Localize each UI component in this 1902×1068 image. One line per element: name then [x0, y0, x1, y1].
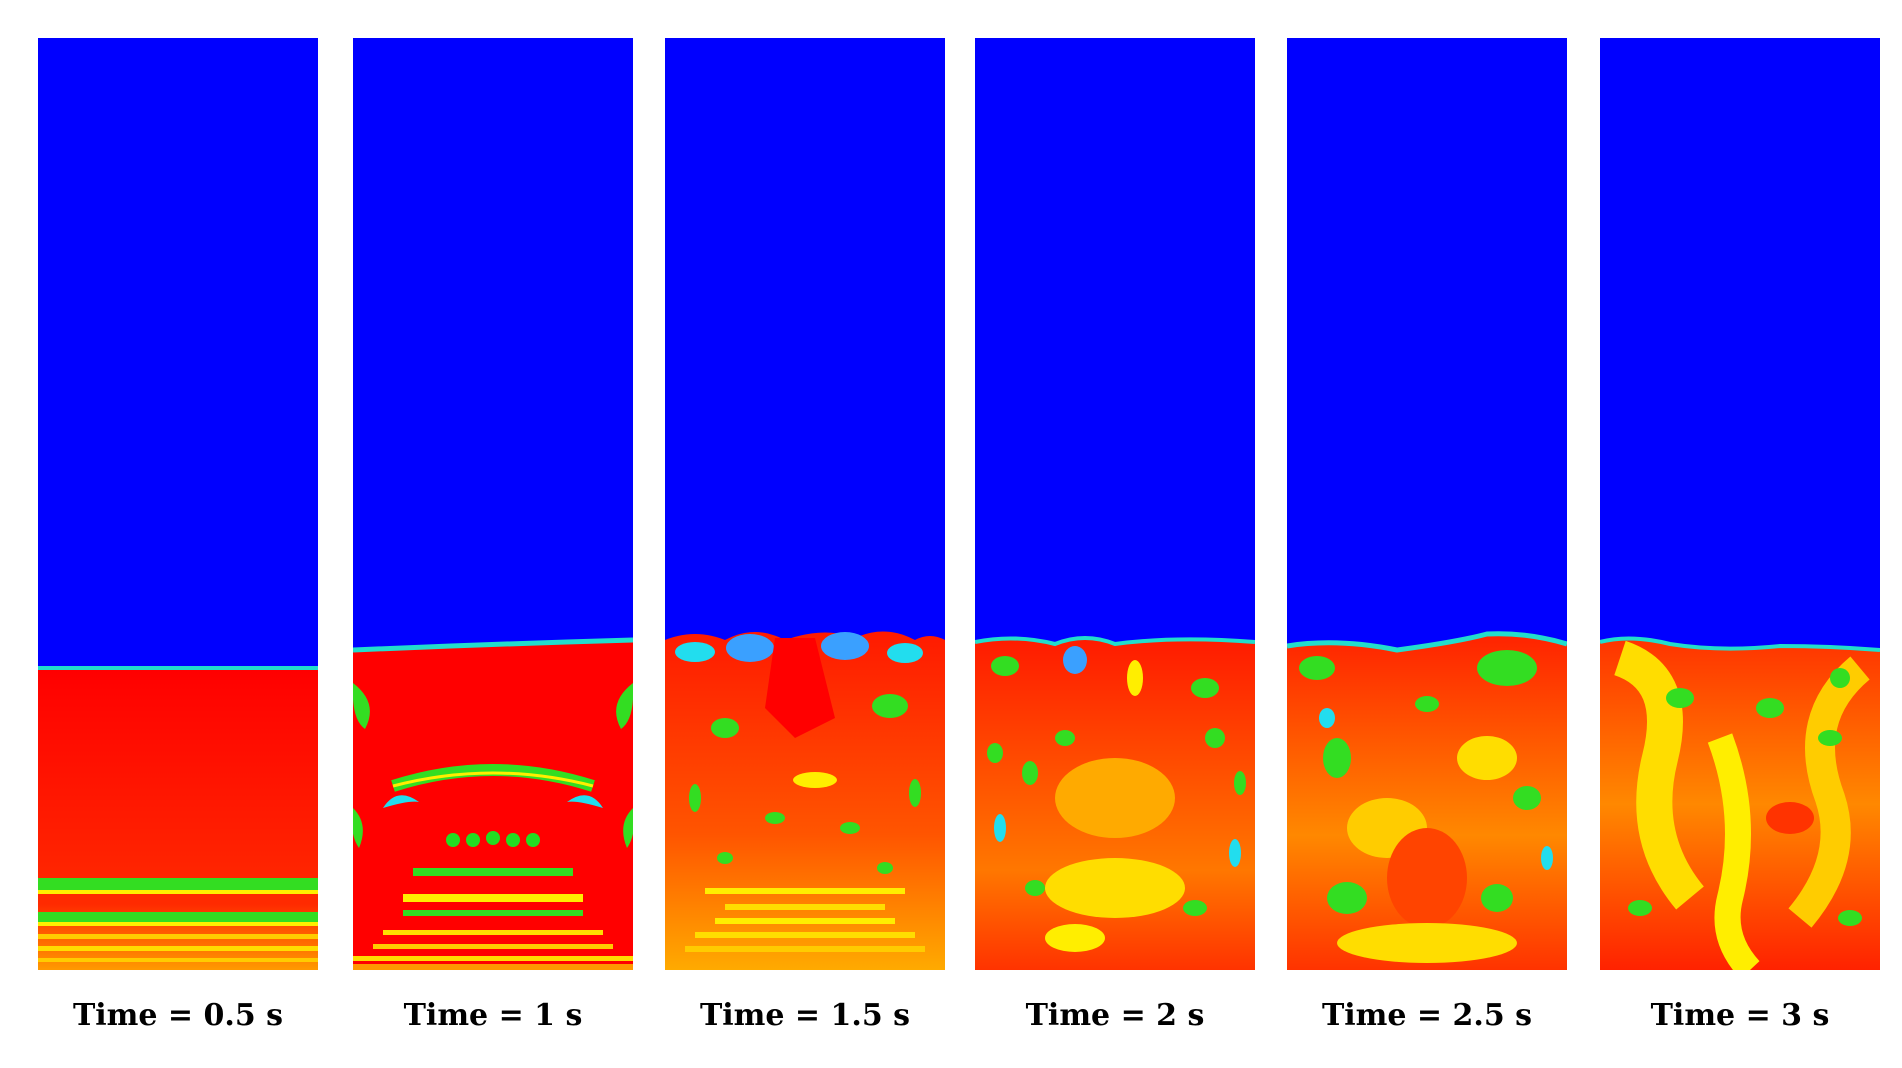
caption-time-2s: Time = 2 s	[1025, 998, 1205, 1033]
snapshot-panel-5	[1287, 38, 1567, 970]
snapshot-panel-1	[38, 38, 318, 970]
caption-time-1-5s: Time = 1.5 s	[699, 998, 911, 1033]
caption-time-0-5s: Time = 0.5 s	[72, 998, 284, 1033]
snapshot-panel-2	[353, 38, 633, 970]
snapshot-panel-4	[975, 38, 1255, 970]
contour-plot-5	[1287, 38, 1567, 970]
snapshot-panel-3	[665, 38, 945, 970]
contour-plot-6	[1600, 38, 1880, 970]
contour-plot-2	[353, 38, 633, 970]
snapshot-panel-6	[1600, 38, 1880, 970]
contour-plot-1	[38, 38, 318, 970]
caption-time-1s: Time = 1 s	[403, 998, 583, 1033]
contour-plot-4	[975, 38, 1255, 970]
caption-time-2-5s: Time = 2.5 s	[1321, 998, 1533, 1033]
caption-time-3s: Time = 3 s	[1650, 998, 1830, 1033]
contour-plot-3	[665, 38, 945, 970]
